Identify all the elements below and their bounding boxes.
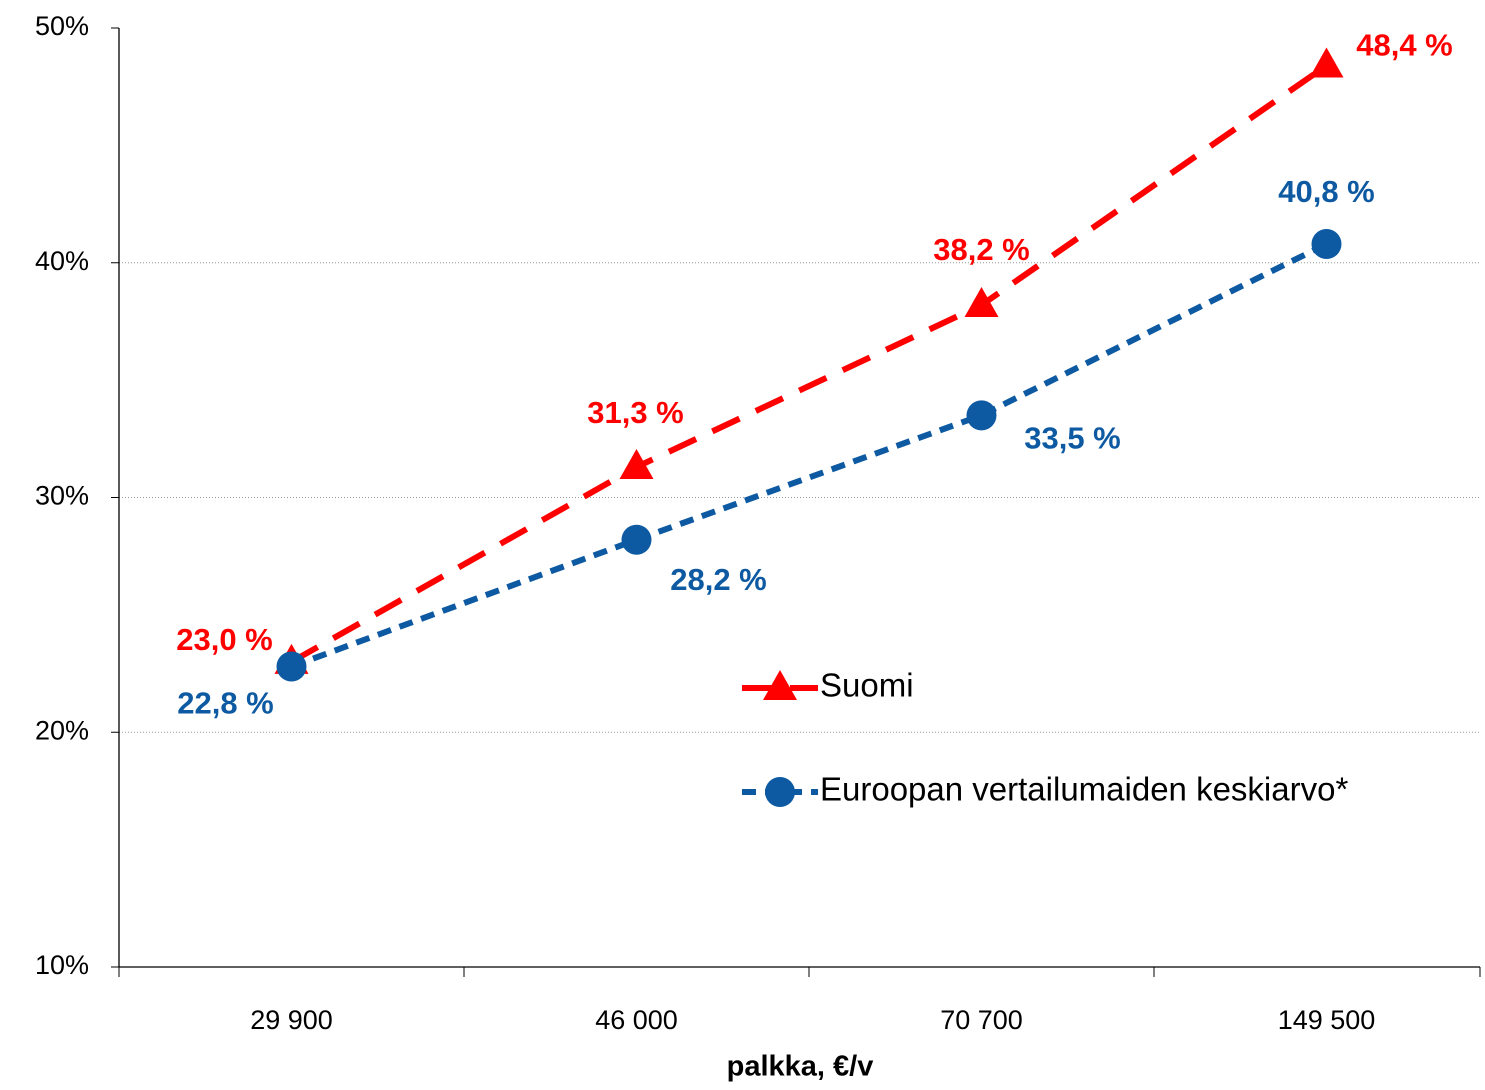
y-tick-label: 50% — [35, 11, 89, 41]
value-label: 33,5 % — [1024, 421, 1121, 456]
value-label: 38,2 % — [933, 232, 1030, 267]
series-line — [290, 63, 1329, 665]
y-tick-label: 20% — [35, 715, 89, 745]
y-tick-label: 40% — [35, 246, 89, 276]
y-tick-label: 10% — [35, 950, 89, 980]
x-tick-label: 70 700 — [940, 1005, 1023, 1035]
y-tick-label: 30% — [35, 481, 89, 511]
value-label: 28,2 % — [670, 562, 767, 597]
point-marker — [276, 651, 307, 682]
point-marker — [621, 524, 652, 555]
point-marker — [1309, 47, 1344, 78]
point-marker — [966, 400, 997, 431]
value-label: 31,3 % — [587, 395, 684, 430]
x-tick-label: 149 500 — [1278, 1005, 1376, 1035]
legend-label: Suomi — [820, 667, 914, 704]
series-line — [290, 241, 1328, 670]
point-marker — [619, 448, 654, 479]
value-label: 23,0 % — [176, 622, 273, 657]
value-label: 22,8 % — [177, 686, 274, 721]
x-tick-label: 29 900 — [250, 1005, 333, 1035]
x-tick-label: 46 000 — [595, 1005, 678, 1035]
value-label: 40,8 % — [1278, 174, 1375, 209]
legend-label: Euroopan vertailumaiden keskiarvo* — [820, 771, 1348, 808]
point-marker — [765, 777, 795, 807]
x-axis-label: palkka, €/v — [727, 1051, 874, 1083]
point-marker — [763, 670, 797, 700]
point-marker — [1311, 228, 1342, 259]
value-label: 48,4 % — [1356, 28, 1453, 63]
point-marker — [964, 287, 999, 318]
